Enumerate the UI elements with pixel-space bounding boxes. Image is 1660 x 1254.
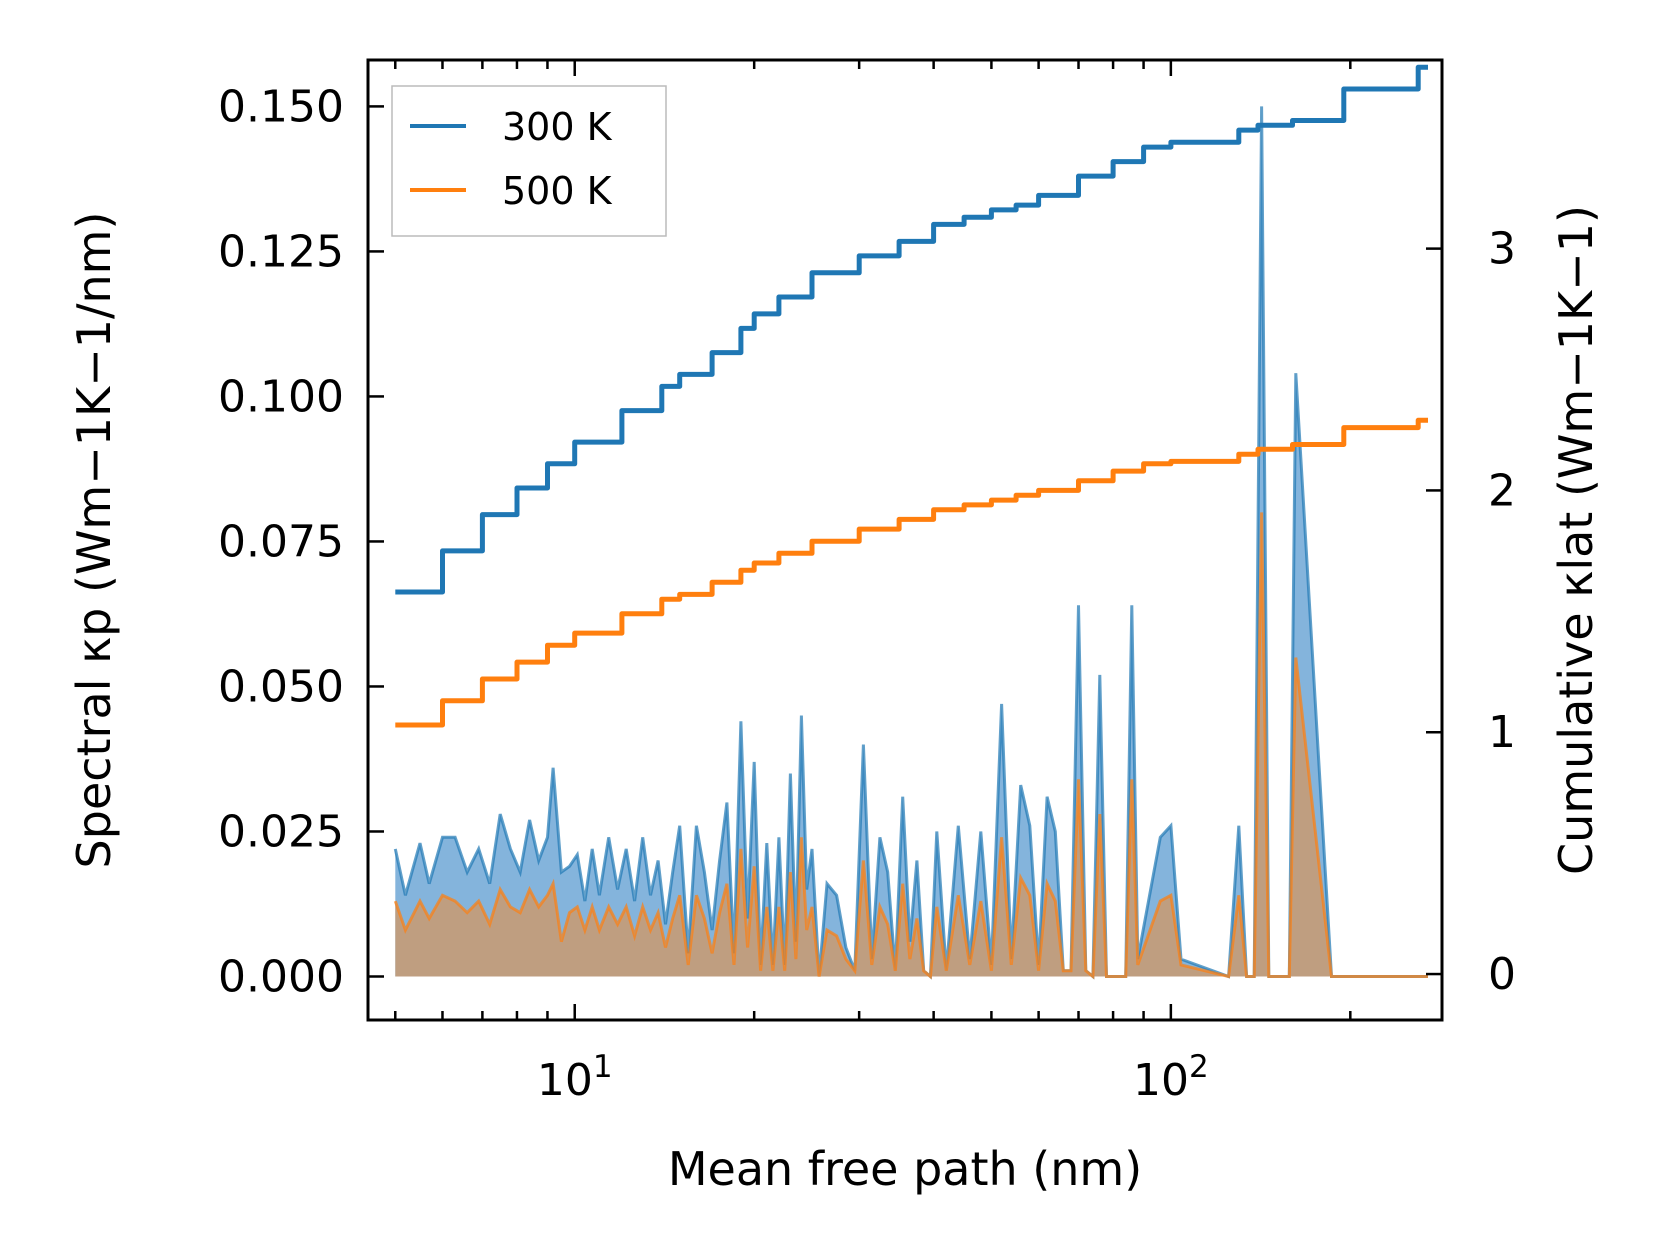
y-right-tick-label: 0 [1488,949,1516,1000]
spectral-outline-500k [393,512,1428,980]
y-right-tick-label: 3 [1488,224,1516,275]
y-axis-label-right: Cumulative κlat (Wm−1K−1) [1549,205,1603,875]
spectral-area-500k [395,512,1428,977]
cumulative-line-500k [395,417,1428,728]
legend-label-500k: 500 K [502,169,613,213]
spectral-outline-300k [393,106,1428,980]
y-left-tick-label: 0.075 [218,516,344,567]
y-left-tick-label: 0.050 [218,661,344,712]
y-left-tick-label: 0.150 [218,81,344,132]
legend-box [391,85,667,237]
tick-layer: 0.000 0.025 0.050 0.075 0.100 0.125 0.150 0 1 2 3 1… [218,60,1516,1106]
y-left-tick-label: 0.125 [218,226,344,277]
x-tick-label: 101 [537,1049,613,1106]
y-axis-label-left: Spectral κp (Wm−1K−1/nm) [67,212,121,869]
y-left-tick-label: 0.100 [218,371,344,422]
cumulative-line-300k [395,64,1428,595]
cumulative-line-layer [395,64,1428,728]
y-right-tick-label: 2 [1488,465,1516,516]
plot-frame [366,58,1444,1022]
y-left-tick-label: 0.000 [218,951,344,1002]
legend-label-300k: 300 K [502,105,613,149]
y-right-tick-label: 1 [1488,707,1516,758]
spectral-fill-layer [393,106,1428,980]
legend: 300 K 500 K [391,85,667,237]
y-left-tick-label: 0.025 [218,806,344,857]
x-axis-label: Mean free path (nm) [668,1142,1142,1196]
x-tick-label: 102 [1133,1049,1209,1106]
spectral-area-300k [395,106,1428,977]
